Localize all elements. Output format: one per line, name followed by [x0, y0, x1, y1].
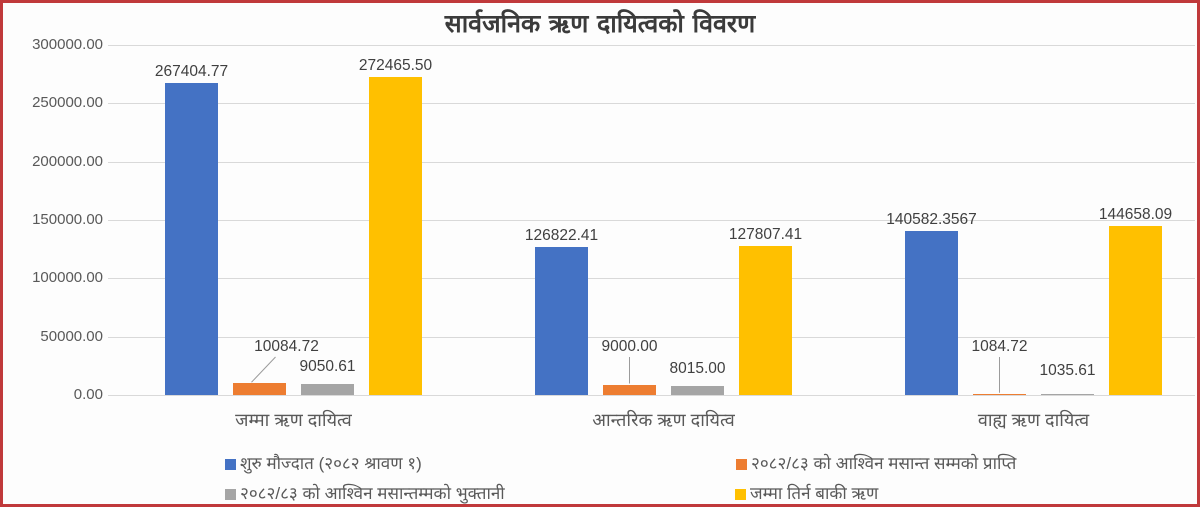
bar-3-2	[1109, 226, 1162, 395]
legend-item-0: शुरु मौज्दात (२०८२ श्रावण १)	[225, 453, 422, 475]
x-axis-category-label: आन्तरिक ऋण दायित्व	[592, 410, 735, 430]
y-axis-tick-label: 0.00	[73, 386, 103, 403]
bar-2-2	[1041, 393, 1094, 395]
bar-3-0	[369, 77, 422, 395]
y-axis-tick-label: 50000.00	[40, 327, 103, 345]
legend-swatch-icon	[736, 458, 747, 470]
data-label: 272465.50	[358, 57, 433, 75]
data-label: 1084.72	[971, 338, 1028, 355]
y-axis-tick-label: 150000.00	[32, 211, 103, 228]
chart-title: सार्वजनिक ऋण दायित्वको विवरण	[444, 9, 756, 38]
gridline	[108, 278, 1195, 280]
data-label: 126822.41	[524, 227, 599, 245]
gridline	[108, 45, 1195, 46]
data-label: 9000.00	[601, 338, 658, 355]
x-axis-category-label: जम्मा ऋण दायित्व	[235, 410, 352, 430]
legend-label: जम्मा तिर्न बाकी ऋण	[750, 484, 879, 503]
bar-3-1	[739, 245, 792, 395]
data-label: 8015.00	[669, 359, 726, 377]
data-label: 140582.3567	[886, 210, 977, 228]
gridline	[108, 161, 1195, 163]
bar-1-1	[603, 384, 656, 395]
bar-1-2	[973, 393, 1026, 395]
legend-label: २०८२/८३ को आश्विन मसान्तम्मको भुक्तानी	[240, 484, 505, 503]
legend-label: शुरु मौज्दात (२०८२ श्रावण १)	[240, 454, 422, 473]
leader-line	[251, 356, 276, 383]
bar-2-0	[301, 384, 354, 395]
legend-item-1: २०८२/८३ को आश्विन मसान्त सम्मको प्राप्ति	[736, 453, 1016, 475]
y-axis-tick-label: 200000.00	[32, 152, 103, 170]
gridline	[108, 220, 1195, 221]
data-label: 1035.61	[1039, 362, 1096, 379]
data-label: 267404.77	[154, 63, 229, 81]
legend-swatch-icon	[735, 488, 746, 500]
bar-0-1	[535, 247, 588, 395]
legend-label: २०८२/८३ को आश्विन मसान्त सम्मको प्राप्ति	[751, 454, 1017, 473]
data-label: 144658.09	[1098, 206, 1173, 224]
data-label: 127807.41	[728, 225, 803, 243]
data-label: 9050.61	[299, 358, 356, 376]
gridline	[108, 336, 1195, 338]
gridline	[108, 103, 1195, 105]
y-axis-tick-label: 300000.00	[32, 36, 103, 53]
legend-item-3: जम्मा तिर्न बाकी ऋण	[735, 483, 879, 504]
data-label: 10084.72	[254, 338, 319, 355]
bar-0-2	[905, 230, 958, 395]
legend-item-2: २०८२/८३ को आश्विन मसान्तम्मको भुक्तानी	[225, 483, 505, 504]
y-axis-tick-label: 250000.00	[32, 94, 103, 112]
legend-swatch-icon	[225, 488, 236, 500]
legend-swatch-icon	[225, 458, 236, 470]
bar-1-0	[233, 383, 286, 395]
bar-0-0	[165, 83, 218, 395]
bar-2-1	[671, 385, 724, 395]
y-axis-tick-label: 100000.00	[32, 269, 103, 287]
x-axis-category-label: वाह्य ऋण दायित्व	[977, 410, 1090, 430]
x-axis-line	[108, 395, 1195, 396]
